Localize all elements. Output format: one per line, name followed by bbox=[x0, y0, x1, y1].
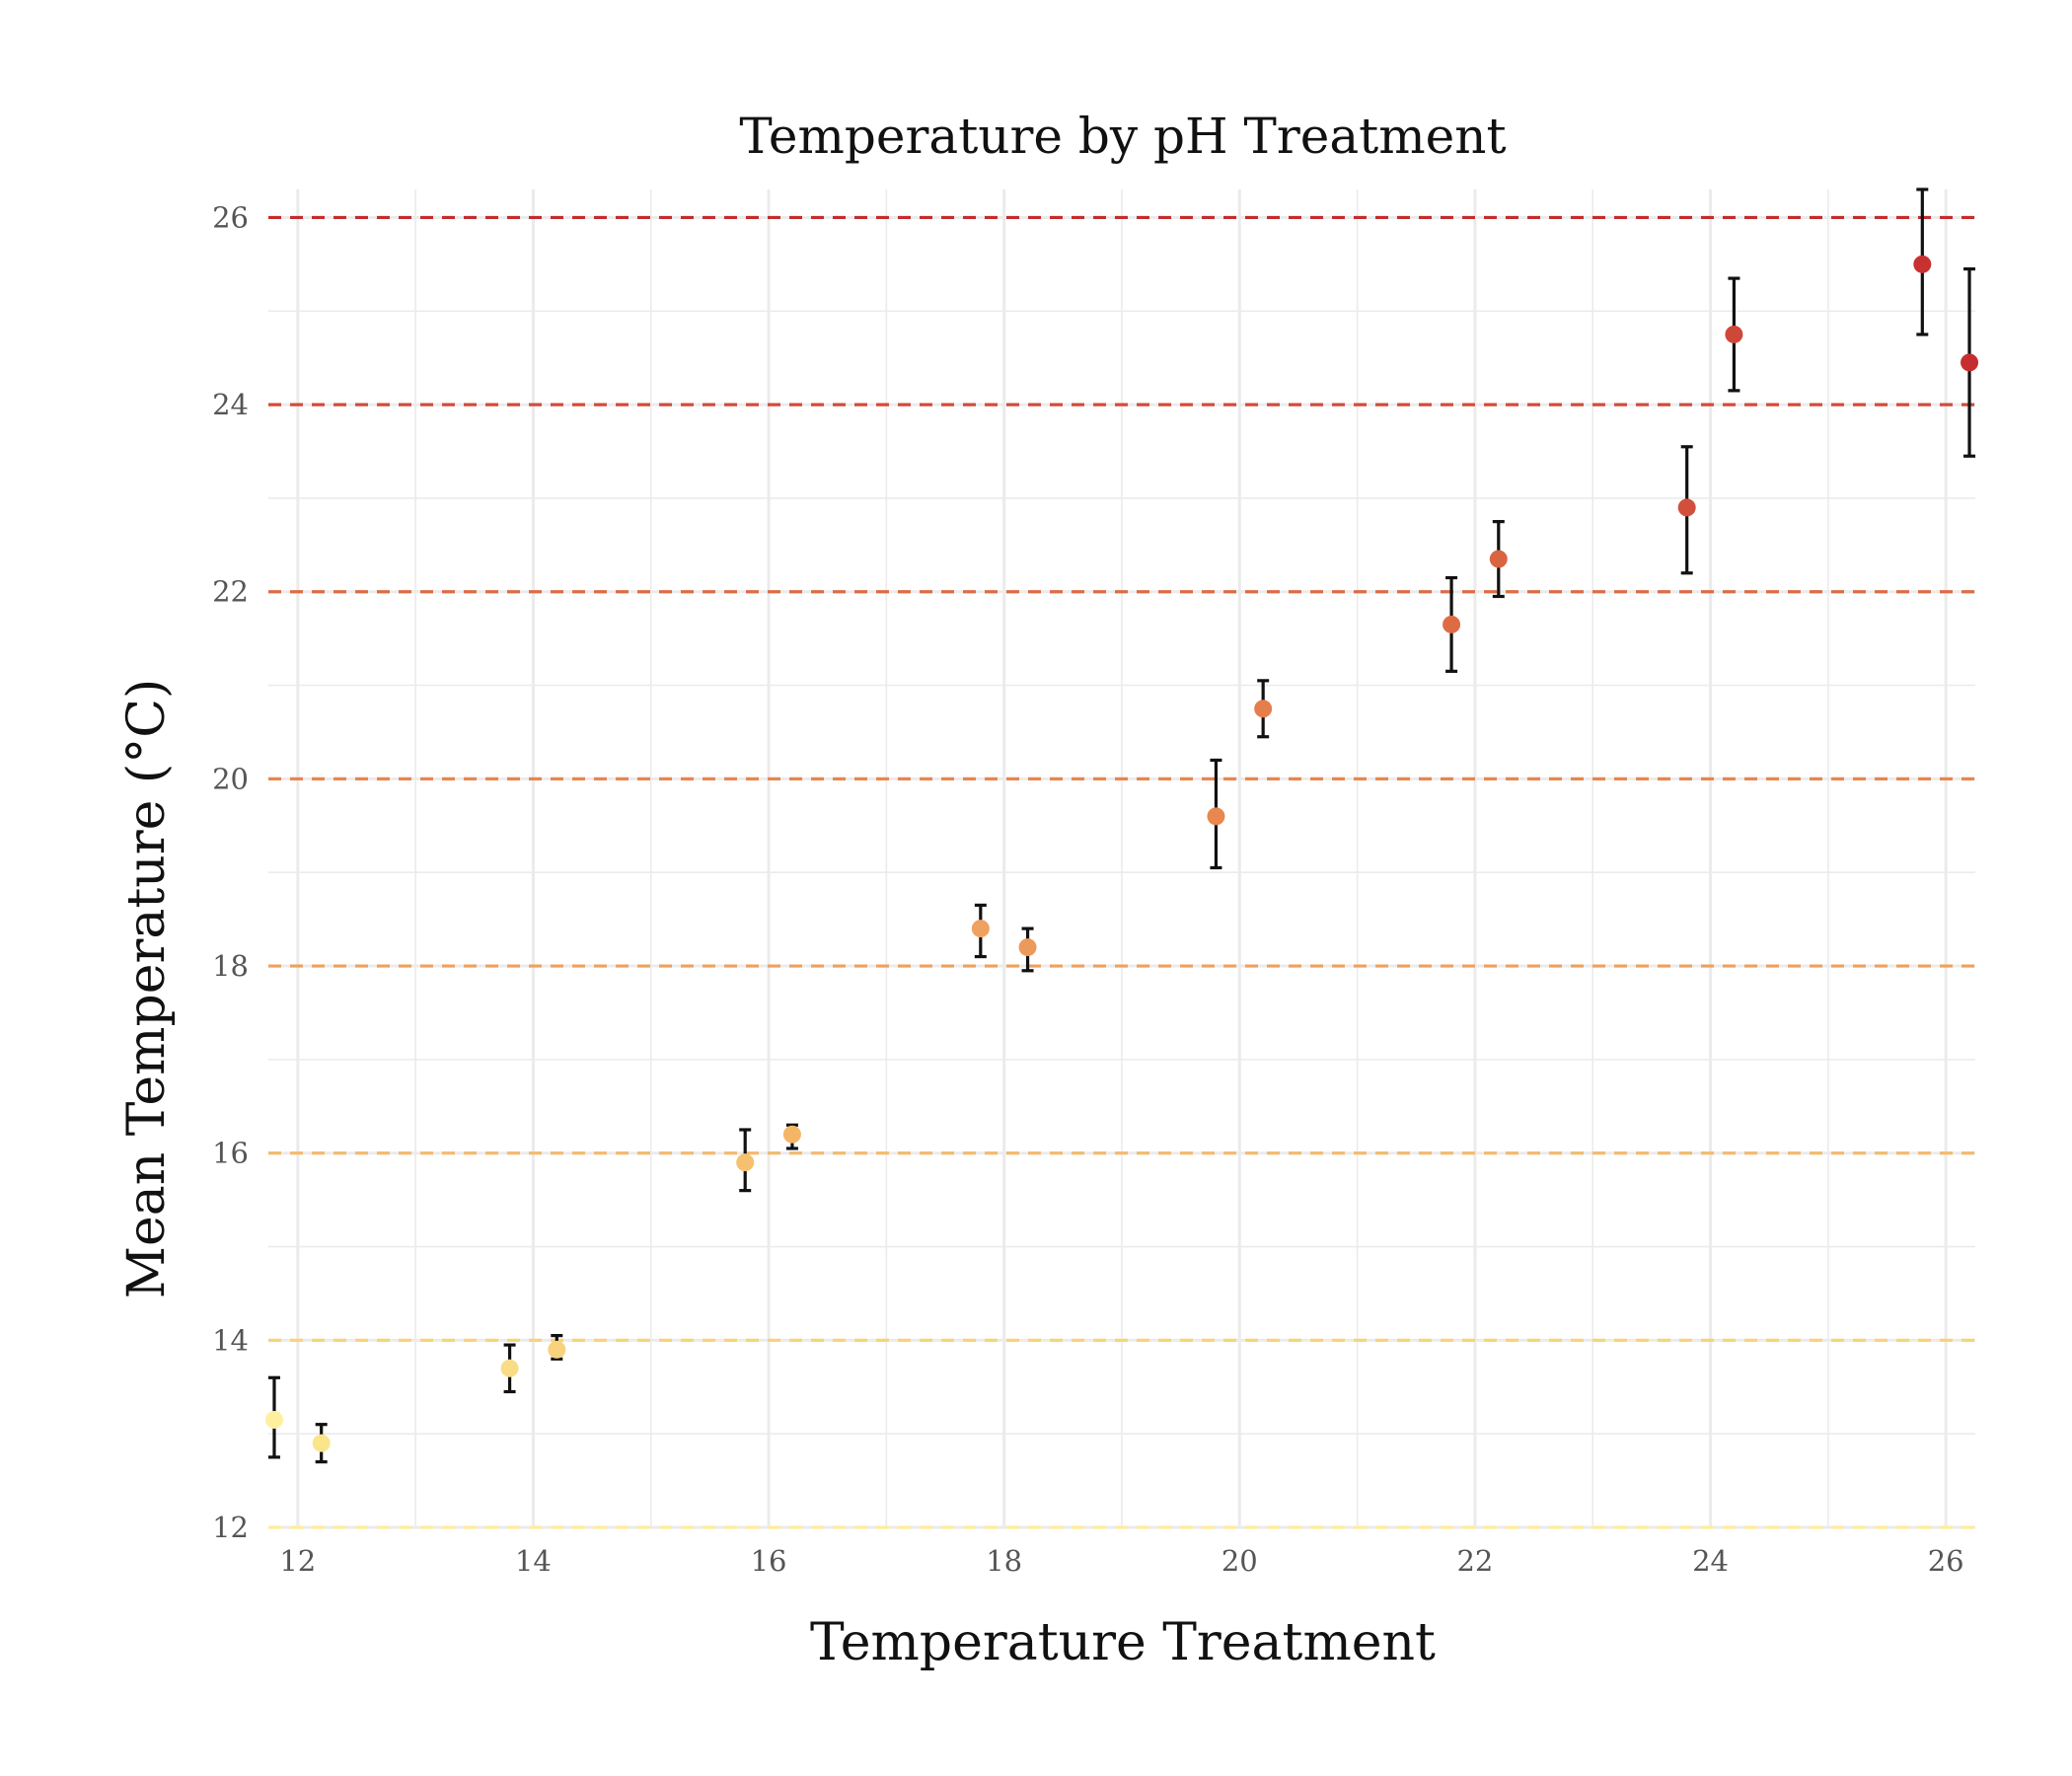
data-point bbox=[1725, 325, 1743, 343]
y-tick-label: 16 bbox=[212, 1137, 249, 1170]
y-axis-label: Mean Temperature (°C) bbox=[117, 679, 177, 1299]
x-tick-label: 16 bbox=[751, 1544, 787, 1578]
data-point bbox=[1677, 498, 1696, 517]
data-point bbox=[1489, 550, 1508, 568]
data-point bbox=[264, 1410, 283, 1429]
x-tick-label: 14 bbox=[515, 1544, 552, 1578]
y-tick-label: 18 bbox=[212, 949, 249, 983]
y-tick-label: 26 bbox=[212, 200, 249, 234]
y-tick-label: 24 bbox=[212, 388, 249, 421]
reference-lines bbox=[268, 215, 1975, 1529]
data-point bbox=[548, 1340, 566, 1359]
x-tick-label: 18 bbox=[986, 1544, 1022, 1578]
data-point bbox=[971, 920, 990, 938]
data-point bbox=[312, 1434, 331, 1452]
y-tick-label: 22 bbox=[212, 575, 249, 609]
data-point bbox=[1913, 255, 1932, 273]
data-point bbox=[736, 1153, 755, 1172]
y-tick-label: 14 bbox=[212, 1323, 249, 1357]
x-tick-label: 22 bbox=[1456, 1544, 1493, 1578]
x-tick-label: 26 bbox=[1928, 1544, 1964, 1578]
data-point bbox=[782, 1125, 801, 1144]
x-tick-label: 20 bbox=[1221, 1544, 1258, 1578]
data-point bbox=[1207, 807, 1225, 826]
x-tick-labels: 12 14 16 18 20 22 24 26 bbox=[279, 1544, 1963, 1578]
data-points bbox=[264, 255, 1979, 1452]
x-tick-label: 12 bbox=[279, 1544, 316, 1578]
data-point bbox=[500, 1359, 519, 1377]
y-tick-labels: 12 14 16 18 20 22 24 26 bbox=[212, 200, 249, 1544]
data-point bbox=[1018, 938, 1037, 957]
y-tick-label: 12 bbox=[212, 1511, 249, 1544]
y-tick-label: 20 bbox=[212, 762, 249, 795]
data-point bbox=[1254, 700, 1273, 718]
x-axis-label: Temperature Treatment bbox=[810, 1613, 1436, 1672]
data-point bbox=[1961, 353, 1979, 372]
x-tick-label: 24 bbox=[1692, 1544, 1729, 1578]
chart-title: Temperature by pH Treatment bbox=[739, 108, 1506, 165]
data-point bbox=[1443, 615, 1461, 633]
